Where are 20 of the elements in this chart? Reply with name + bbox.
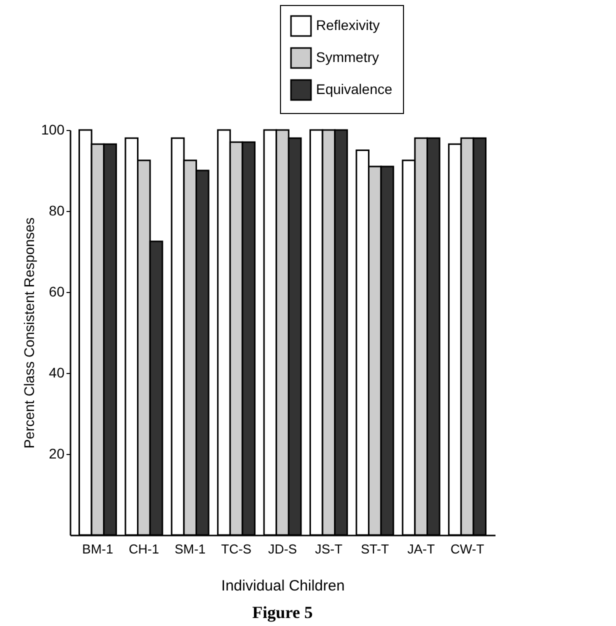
- x-tick-label: ST-T: [360, 542, 390, 556]
- x-axis-title: Individual Children: [221, 578, 345, 594]
- x-tick-label: CH-1: [128, 542, 160, 556]
- x-tick-label: SM-1: [174, 542, 206, 556]
- y-axis-title: Percent Class Consistent Responses: [21, 217, 38, 449]
- legend-label: Reflexivity: [316, 17, 380, 33]
- caption: Figure 5: [252, 603, 313, 622]
- y-tick-label: 20: [48, 446, 65, 462]
- y-tick-label: 100: [41, 122, 65, 138]
- y-tick-label: 60: [48, 284, 65, 300]
- x-tick-label: JA-T: [407, 542, 435, 556]
- legend-label: Symmetry: [316, 49, 379, 65]
- y-tick-label: 80: [48, 202, 65, 218]
- x-tick-label: TC-S: [221, 542, 252, 556]
- x-tick-label: CW-T: [450, 542, 484, 556]
- y-tick-label: 40: [48, 364, 65, 380]
- x-tick-label: JD-S: [268, 542, 298, 556]
- x-tick-label: JS-T: [314, 542, 342, 556]
- x-tick-label: BM-1: [82, 542, 114, 556]
- legend-label: Equivalence: [316, 81, 392, 97]
